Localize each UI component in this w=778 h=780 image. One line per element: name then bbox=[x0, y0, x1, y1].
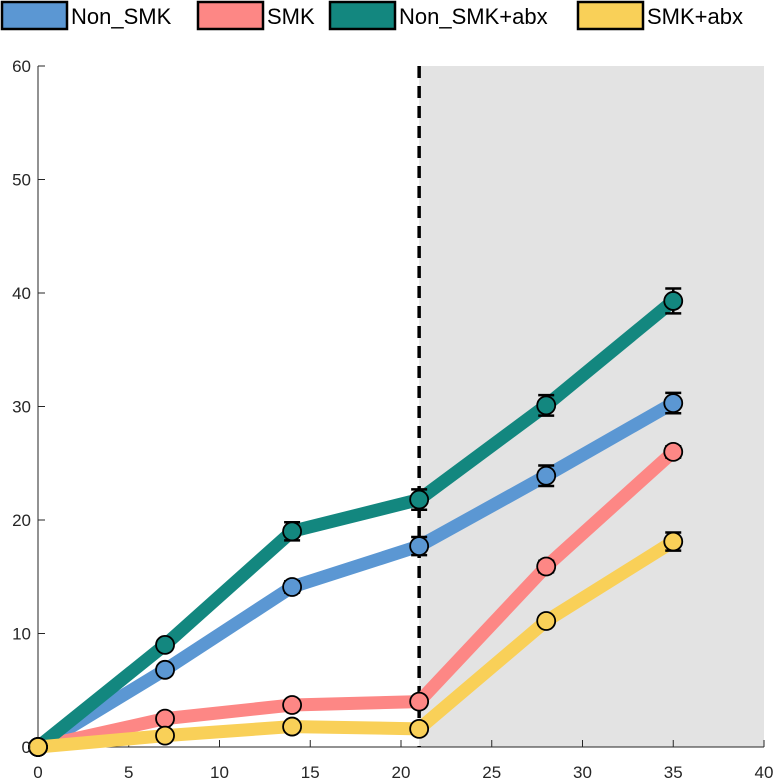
x-tick-label: 25 bbox=[482, 763, 501, 780]
x-tick-label: 30 bbox=[573, 763, 592, 780]
data-point bbox=[536, 465, 557, 486]
legend-label: SMK bbox=[267, 4, 315, 29]
y-tick-label: 10 bbox=[12, 625, 31, 644]
x-tick-label: 20 bbox=[392, 763, 411, 780]
data-point bbox=[663, 291, 684, 311]
data-point bbox=[663, 531, 684, 552]
data-point bbox=[28, 737, 48, 757]
legend-swatch bbox=[0, 0, 69, 31]
data-point bbox=[282, 695, 303, 715]
data-point bbox=[663, 441, 684, 462]
x-tick-label: 35 bbox=[664, 763, 683, 780]
data-point bbox=[409, 536, 430, 557]
x-tick-label: 10 bbox=[210, 763, 229, 780]
legend-swatch bbox=[576, 0, 645, 31]
x-tick-label: 15 bbox=[301, 763, 320, 780]
data-point bbox=[155, 634, 175, 655]
y-tick-label: 20 bbox=[12, 511, 31, 530]
y-tick-label: 0 bbox=[22, 738, 31, 757]
data-point bbox=[409, 691, 430, 712]
data-point bbox=[663, 393, 684, 413]
series-layer bbox=[28, 287, 684, 757]
y-tick-label: 60 bbox=[12, 57, 31, 76]
y-tick-label: 40 bbox=[12, 284, 31, 303]
data-point bbox=[536, 611, 557, 631]
data-point bbox=[155, 708, 175, 729]
data-point bbox=[155, 725, 175, 746]
legend-label: Non_SMK+abx bbox=[399, 4, 548, 29]
data-point bbox=[282, 716, 303, 737]
series-line-0 bbox=[31, 396, 680, 754]
tick-labels: 0 5 10 15 20 25 30 35 40 0 10 20 30 40 50 60 bbox=[12, 57, 773, 780]
legend-label: SMK+abx bbox=[647, 4, 743, 29]
legend-swatch bbox=[328, 0, 397, 31]
x-tick-label: 5 bbox=[124, 763, 133, 780]
x-tick-label: 40 bbox=[755, 763, 774, 780]
data-point bbox=[282, 521, 303, 542]
legend: Non_SMK SMK Non_SMK+abx SMK+abx bbox=[0, 0, 743, 31]
y-tick-label: 50 bbox=[12, 171, 31, 190]
y-tick-label: 30 bbox=[12, 398, 31, 417]
data-point bbox=[536, 395, 557, 416]
legend-label: Non_SMK bbox=[71, 4, 172, 29]
data-point bbox=[409, 489, 430, 510]
data-point bbox=[155, 659, 175, 680]
data-point bbox=[409, 718, 430, 739]
series-line-2 bbox=[31, 294, 680, 754]
x-tick-label: 0 bbox=[33, 763, 42, 780]
data-point bbox=[282, 577, 303, 597]
data-point bbox=[536, 556, 557, 577]
series-line-3 bbox=[31, 535, 680, 754]
legend-swatch bbox=[196, 0, 265, 31]
series-line-1 bbox=[31, 445, 680, 754]
